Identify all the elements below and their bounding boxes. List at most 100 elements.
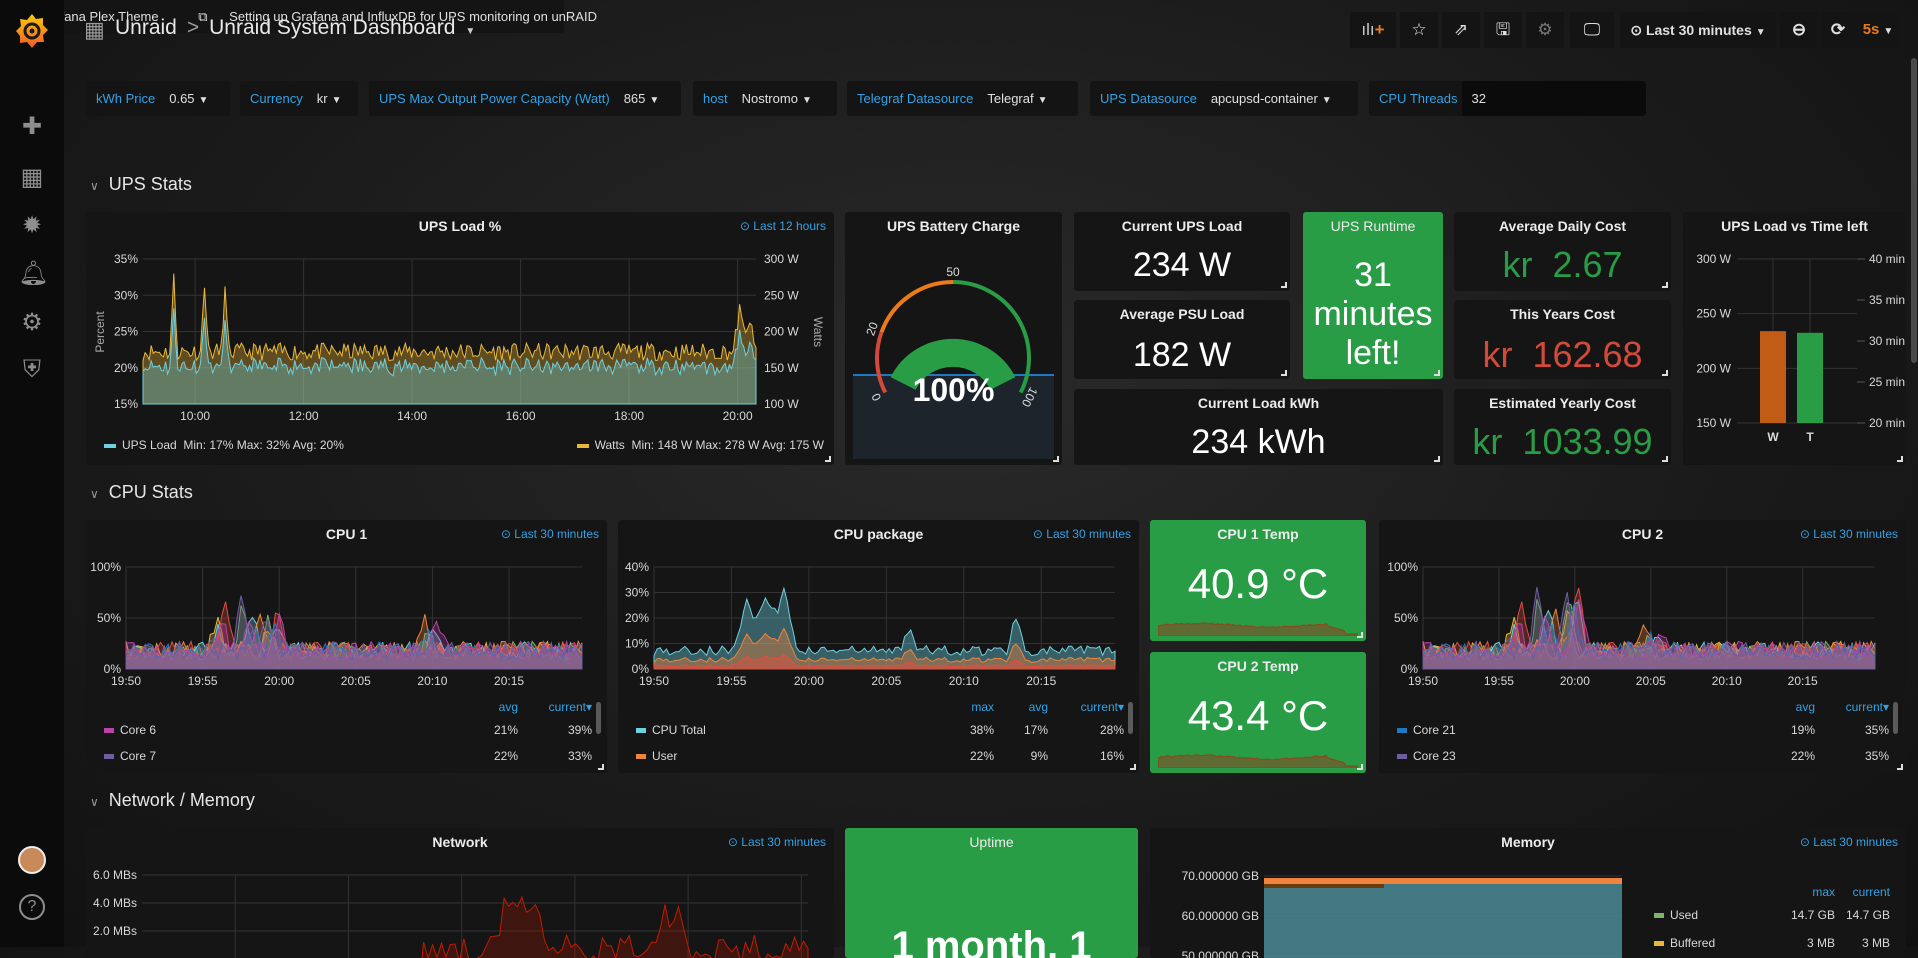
resize-handle[interactable] <box>1281 370 1287 376</box>
legend-item[interactable]: Core 7 <box>104 749 156 763</box>
panel-current-ups-load[interactable]: Current UPS Load 234 W <box>1074 212 1290 291</box>
resize-handle[interactable] <box>825 456 831 462</box>
tv-mode-button[interactable]: 🖵︎ <box>1570 12 1614 48</box>
legend-watts[interactable]: Watts Min: 148 W Max: 278 W Avg: 175 W <box>576 438 824 452</box>
resize-handle[interactable] <box>1357 632 1363 638</box>
grafana-logo[interactable] <box>14 12 50 50</box>
chevron-down-icon[interactable]: ▼ <box>465 25 476 37</box>
plus-icon[interactable]: ✚ <box>21 113 43 140</box>
resize-handle[interactable] <box>1897 456 1903 462</box>
panel-this-years-cost[interactable]: This Years Cost kr 162.68 <box>1454 300 1671 379</box>
resize-handle[interactable] <box>1434 370 1440 376</box>
legend-ups-load[interactable]: UPS Load Min: 17% Max: 32% Avg: 20% <box>104 438 344 452</box>
dashboard-title[interactable]: Unraid System Dashboard <box>209 16 456 39</box>
link-ups-guide[interactable]: ⧉ Setting up Grafana and InfluxDB for UP… <box>198 9 615 24</box>
legend-column-current[interactable]: current▾ <box>548 700 592 714</box>
resize-handle[interactable] <box>598 764 604 770</box>
panel-battery-charge[interactable]: UPS Battery Charge 0 20 50 100 100% <box>845 212 1062 465</box>
resize-handle[interactable] <box>1662 370 1668 376</box>
legend-column-current[interactable]: current▾ <box>1080 700 1124 714</box>
legend-item[interactable]: User <box>636 749 677 763</box>
dashboards-icon[interactable]: ▦ <box>20 164 44 191</box>
variable-value[interactable]: apcupsd-container <box>1210 91 1318 106</box>
variable-value[interactable]: Telegraf <box>987 91 1034 106</box>
legend-column-max[interactable]: max <box>1812 885 1835 899</box>
shield-icon[interactable]: ⛨ <box>23 356 41 383</box>
legend-item[interactable]: Core 23 <box>1397 749 1456 763</box>
panel-ups-runtime[interactable]: UPS Runtime 31 minutes left! <box>1303 212 1443 379</box>
panel-uptime[interactable]: Uptime 1 month, 1 <box>845 828 1138 958</box>
runtime-suffix: left! <box>1345 334 1401 372</box>
variable-value[interactable]: kr <box>316 91 328 106</box>
panel-ups-load-vs-time[interactable]: UPS Load vs Time left 300 W 250 W 200 W 150… <box>1683 212 1906 465</box>
legend-item[interactable]: Core 21 <box>1397 723 1456 737</box>
bell-icon[interactable]: 🔔︎ <box>18 260 49 287</box>
refresh-interval-picker[interactable]: 5s ▼ <box>1856 12 1900 48</box>
resize-handle[interactable] <box>1357 764 1363 770</box>
panel-network[interactable]: Network ⊙ Last 30 minutes 6.0 MBs 4.0 MBs… <box>86 828 834 958</box>
save-button[interactable]: 🖫︎ <box>1484 12 1522 48</box>
resize-handle[interactable] <box>1662 456 1668 462</box>
add-panel-button[interactable]: ılı+ <box>1350 12 1396 48</box>
legend-column-avg[interactable]: avg <box>1795 700 1815 714</box>
row-cpu-stats[interactable]: ∨ CPU Stats <box>90 482 193 503</box>
cpu2-graph: 100% 50% 0%19:50 19:55 20:00 20:05 20:10 20:15 <box>1387 560 1876 688</box>
panel-cpu1-temp[interactable]: CPU 1 Temp 40.9 °C <box>1150 520 1366 641</box>
legend-column-max[interactable]: max <box>971 700 994 714</box>
page-scrollbar[interactable] <box>1911 58 1917 363</box>
legend-item[interactable]: CPU Total <box>636 723 706 737</box>
variable-ups-datasource[interactable]: UPS Datasource apcupsd-container ▼ <box>1090 81 1358 116</box>
panel-average-daily-cost[interactable]: Average Daily Cost kr 2.67 <box>1454 212 1671 291</box>
legend-scrollbar[interactable] <box>1893 702 1898 734</box>
legend-scrollbar[interactable] <box>1128 702 1133 734</box>
legend-item[interactable]: Used <box>1654 908 1698 922</box>
share-button[interactable]: ⇗ <box>1442 12 1480 48</box>
zoom-out-icon: ⊖ <box>1791 20 1807 39</box>
star-button[interactable]: ☆ <box>1400 12 1438 48</box>
legend-item[interactable]: Buffered <box>1654 936 1715 950</box>
variable-host[interactable]: host Nostromo ▼ <box>693 81 837 116</box>
resize-handle[interactable] <box>1662 282 1668 288</box>
panel-average-psu-load[interactable]: Average PSU Load 182 W <box>1074 300 1290 379</box>
legend-scrollbar[interactable] <box>596 702 601 734</box>
resize-handle[interactable] <box>1434 456 1440 462</box>
explore-icon[interactable]: ✹ <box>21 212 43 239</box>
gear-icon[interactable]: ⚙ <box>21 309 43 336</box>
panel-cpu2-temp[interactable]: CPU 2 Temp 43.4 °C <box>1150 652 1366 773</box>
resize-handle[interactable] <box>1053 456 1059 462</box>
variable-kwh-price[interactable]: kWh Price 0.65 ▼ <box>86 81 230 116</box>
resize-handle[interactable] <box>1130 764 1136 770</box>
resize-handle[interactable] <box>1897 764 1903 770</box>
panel-cpu-package[interactable]: CPU package ⊙ Last 30 minutes 40% 30% 20% 1… <box>618 520 1139 773</box>
time-picker[interactable]: ⊙ Last 30 minutes ▼ <box>1620 12 1776 48</box>
resize-handle[interactable] <box>1281 282 1287 288</box>
panel-cpu1[interactable]: CPU 1 ⊙ Last 30 minutes 100% 50% 0% 19:50 19… <box>86 520 607 773</box>
legend-column-current[interactable]: current <box>1852 885 1890 899</box>
variable-value[interactable]: 865 <box>623 91 646 106</box>
legend-column-current[interactable]: current▾ <box>1845 700 1889 714</box>
help-icon[interactable]: ? <box>19 894 45 920</box>
variable-telegraf-datasource[interactable]: Telegraf Datasource Telegraf ▼ <box>847 81 1078 116</box>
variable-value[interactable]: Nostromo <box>741 91 798 106</box>
settings-button[interactable]: ⚙ <box>1526 12 1564 48</box>
refresh-button[interactable]: ⟳ <box>1820 12 1856 48</box>
row-network-memory[interactable]: ∨ Network / Memory <box>90 790 255 811</box>
panel-ups-load[interactable]: UPS Load % ⊙ Last 12 hours 35% 30% 25% 20% 1… <box>86 212 834 465</box>
variable-ups-max-output-power-capacity-watt-[interactable]: UPS Max Output Power Capacity (Watt) 865 ▼ <box>369 81 681 116</box>
variable-value[interactable]: 32 <box>1471 91 1486 106</box>
panel-estimated-yearly-cost[interactable]: Estimated Yearly Cost kr 1033.99 <box>1454 389 1671 465</box>
panel-cpu2[interactable]: CPU 2 ⊙ Last 30 minutes 100% 50% 0% 19:50 19… <box>1379 520 1906 773</box>
panel-current-load-kwh[interactable]: Current Load kWh 234 kWh <box>1074 389 1443 465</box>
variable-currency[interactable]: Currency kr ▼ <box>240 81 358 116</box>
breadcrumb-folder[interactable]: Unraid <box>115 16 177 39</box>
row-ups-stats[interactable]: ∨ UPS Stats <box>90 174 192 195</box>
panel-memory[interactable]: Memory ⊙ Last 30 minutes 70.000000 GB 60.… <box>1150 828 1906 958</box>
variable-cpu-threads[interactable]: CPU Threads 32 <box>1369 81 1646 116</box>
legend-column-avg[interactable]: avg <box>1028 700 1048 714</box>
legend-item[interactable]: Core 6 <box>104 723 156 737</box>
y2-tick-label: 40 min <box>1869 252 1905 266</box>
avatar[interactable] <box>18 846 46 874</box>
legend-column-avg[interactable]: avg <box>498 700 518 714</box>
variable-value[interactable]: 0.65 <box>169 91 195 106</box>
zoom-out-button[interactable]: ⊖ <box>1780 12 1818 48</box>
